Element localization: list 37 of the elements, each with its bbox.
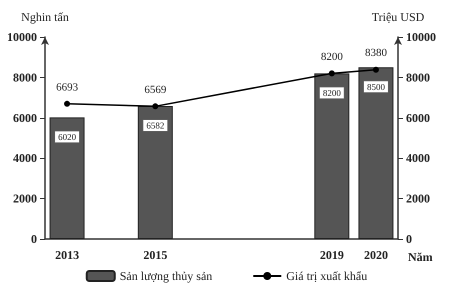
y-axis-title: Nghin tấn — [21, 10, 69, 24]
y-tick-label: 10000 — [7, 30, 37, 44]
x-tick-label: 2013 — [55, 248, 80, 262]
y-tick-label: 6000 — [13, 110, 37, 125]
data-label: 8380 — [364, 47, 388, 60]
point — [328, 70, 335, 76]
y-tick-label: 0 — [31, 232, 37, 246]
data-label: 8200 — [322, 88, 342, 98]
legend-label: Sản lượng thủy sản — [120, 269, 212, 283]
x-tick-label: 2019 — [320, 248, 344, 262]
point — [152, 103, 158, 110]
bar — [358, 67, 394, 239]
y2-tick-label: 2000 — [406, 192, 430, 206]
y2-tick-label: 6000 — [406, 110, 430, 125]
y-tick-label: 2000 — [13, 192, 37, 206]
y-tick-label: 4000 — [13, 151, 37, 166]
point — [64, 100, 70, 107]
point — [372, 66, 379, 73]
y2-tick-label: 10000 — [406, 30, 436, 44]
y2-tick-label: 8000 — [406, 70, 430, 84]
y2-tick-label: 0 — [406, 232, 412, 246]
bar — [314, 73, 350, 239]
data-label: 8200 — [320, 50, 344, 63]
x-tick-label: 2015 — [143, 248, 168, 262]
legend-label: Giá trị xuất khẩu — [286, 269, 368, 283]
y-tick-label: 8000 — [13, 70, 37, 84]
data-label: 8500 — [366, 82, 386, 92]
bar — [50, 117, 85, 239]
data-label: 6020 — [58, 132, 77, 142]
x-axis-title: Năm — [408, 250, 433, 264]
data-label: 6569 — [144, 84, 167, 96]
y2-tick-label: 4000 — [406, 151, 430, 166]
y2-axis-title: Triệu USD — [372, 10, 425, 24]
x-tick-label: 2020 — [364, 248, 388, 262]
data-label: 6693 — [56, 81, 79, 94]
data-label: 6582 — [146, 120, 164, 131]
bar — [138, 106, 173, 239]
